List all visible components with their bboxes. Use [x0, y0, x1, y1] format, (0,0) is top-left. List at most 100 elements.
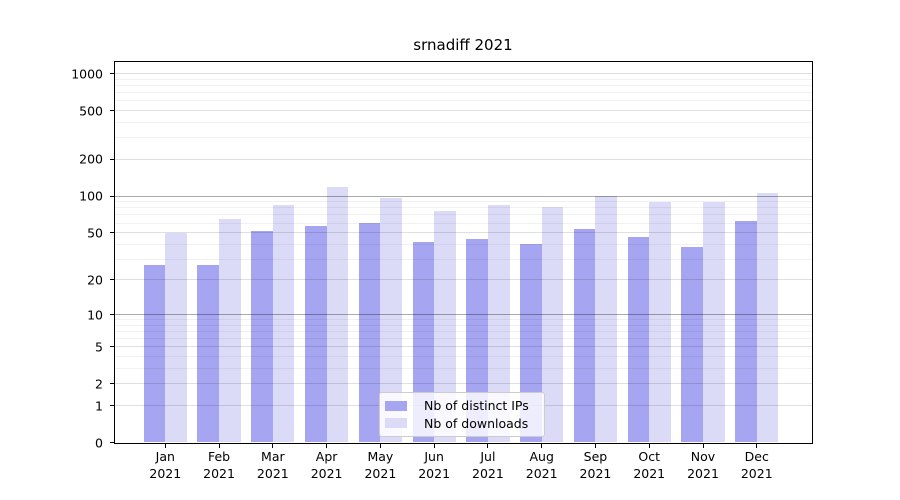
bar-downloads	[165, 232, 187, 443]
x-tick-mark	[272, 443, 274, 448]
x-axis-tick-label: Sep 2021	[580, 449, 612, 482]
minor-gridline	[114, 85, 812, 87]
x-tick-year: 2021	[633, 465, 666, 481]
major-gridline	[114, 383, 812, 385]
x-tick-mark	[164, 443, 166, 448]
x-tick-month: Nov	[690, 449, 716, 464]
x-tick-year: 2021	[579, 465, 612, 481]
minor-gridline	[114, 331, 812, 332]
bar-downloads	[756, 193, 779, 443]
x-tick-year: 2021	[525, 465, 558, 481]
x-tick-year: 2021	[364, 465, 397, 481]
plot-spine-top	[114, 61, 812, 62]
bar-distinct-ips	[251, 230, 273, 443]
x-tick-mark	[541, 443, 543, 448]
bar-distinct-ips	[466, 239, 488, 443]
bar-distinct-ips	[358, 223, 381, 443]
y-axis-tick-label: 1	[95, 398, 103, 413]
plot-spine-left	[114, 61, 115, 444]
major-gridline	[114, 195, 812, 197]
bar-downloads	[541, 207, 564, 443]
bar-downloads	[326, 187, 349, 443]
x-tick-year: 2021	[256, 465, 289, 481]
y-axis-tick-label: 0	[95, 435, 103, 450]
y-axis-tick-label: 500	[79, 103, 103, 119]
major-gridline	[114, 110, 812, 112]
minor-gridline	[114, 100, 812, 102]
minor-gridline	[114, 324, 812, 326]
y-tick-mark	[109, 110, 114, 112]
x-tick-month: Apr	[315, 449, 338, 464]
x-tick-month: May	[367, 449, 394, 464]
y-tick-mark	[109, 279, 114, 281]
bar-downloads	[380, 198, 402, 443]
legend-item: Nb of distinct IPs	[385, 398, 538, 413]
bar-downloads	[272, 204, 295, 443]
legend-label: Nb of downloads	[424, 415, 529, 431]
legend-label: Nb of distinct IPs	[424, 398, 529, 414]
x-tick-mark	[756, 443, 758, 448]
y-axis-tick-label: 1000	[71, 66, 103, 82]
y-tick-mark	[109, 405, 114, 406]
x-axis-tick-label: Oct 2021	[633, 449, 665, 482]
x-axis-tick-label: Feb 2021	[203, 449, 235, 482]
y-tick-mark	[109, 346, 114, 348]
bar-downloads	[595, 195, 618, 443]
bar-distinct-ips	[735, 221, 757, 443]
x-tick-mark	[326, 443, 328, 448]
y-tick-mark	[109, 73, 114, 75]
x-tick-month: Sep	[583, 449, 608, 464]
minor-gridline	[114, 222, 812, 224]
x-tick-mark	[433, 443, 435, 448]
y-tick-mark	[109, 158, 114, 160]
bar-downloads	[703, 201, 725, 443]
y-tick-mark	[109, 232, 114, 234]
bar-distinct-ips	[681, 246, 703, 443]
major-gridline	[114, 158, 812, 160]
major-gridline	[114, 279, 812, 281]
x-tick-month: Dec	[744, 449, 769, 464]
x-axis-tick-label: Aug 2021	[526, 449, 558, 482]
x-axis-tick-label: May 2021	[364, 449, 396, 482]
x-tick-month: Jan	[155, 449, 175, 464]
minor-gridline	[114, 122, 812, 124]
y-tick-mark	[109, 314, 114, 315]
major-gridline	[114, 232, 812, 234]
x-tick-year: 2021	[472, 465, 504, 481]
x-tick-mark	[379, 443, 381, 448]
x-tick-month: Mar	[261, 449, 285, 464]
bar-downloads	[434, 210, 456, 443]
x-tick-mark	[487, 443, 489, 448]
minor-gridline	[114, 78, 812, 80]
x-tick-year: 2021	[687, 465, 719, 481]
legend-item: Nb of downloads	[385, 416, 538, 431]
y-tick-mark	[109, 195, 114, 197]
chart-title: srnadiff 2021	[413, 36, 513, 54]
x-tick-month: Jul	[480, 449, 496, 464]
x-axis-tick-label: Jun 2021	[418, 449, 450, 482]
x-tick-mark	[648, 443, 650, 448]
minor-gridline	[114, 258, 812, 260]
x-axis-tick-label: Nov 2021	[687, 449, 719, 482]
bar-distinct-ips	[143, 264, 166, 443]
x-tick-year: 2021	[418, 465, 451, 481]
y-axis-tick-label: 10	[87, 307, 103, 322]
x-tick-month: Feb	[207, 449, 231, 464]
x-tick-mark	[594, 443, 596, 448]
x-tick-month: Jun	[424, 449, 444, 464]
y-axis-tick-label: 20	[87, 272, 103, 288]
x-tick-year: 2021	[203, 465, 235, 481]
minor-gridline	[114, 356, 812, 358]
y-axis-tick-label: 100	[79, 188, 103, 204]
plot-spine-right	[812, 61, 813, 444]
x-tick-month: Oct	[638, 449, 661, 464]
x-tick-mark	[702, 443, 704, 448]
minor-gridline	[114, 207, 812, 209]
legend-swatch	[385, 400, 407, 411]
legend: Nb of distinct IPs Nb of downloads	[379, 392, 545, 437]
x-tick-year: 2021	[740, 465, 773, 481]
x-axis-tick-label: Dec 2021	[741, 449, 773, 482]
minor-gridline	[114, 319, 812, 321]
x-tick-year: 2021	[149, 465, 182, 481]
minor-gridline	[114, 137, 812, 139]
